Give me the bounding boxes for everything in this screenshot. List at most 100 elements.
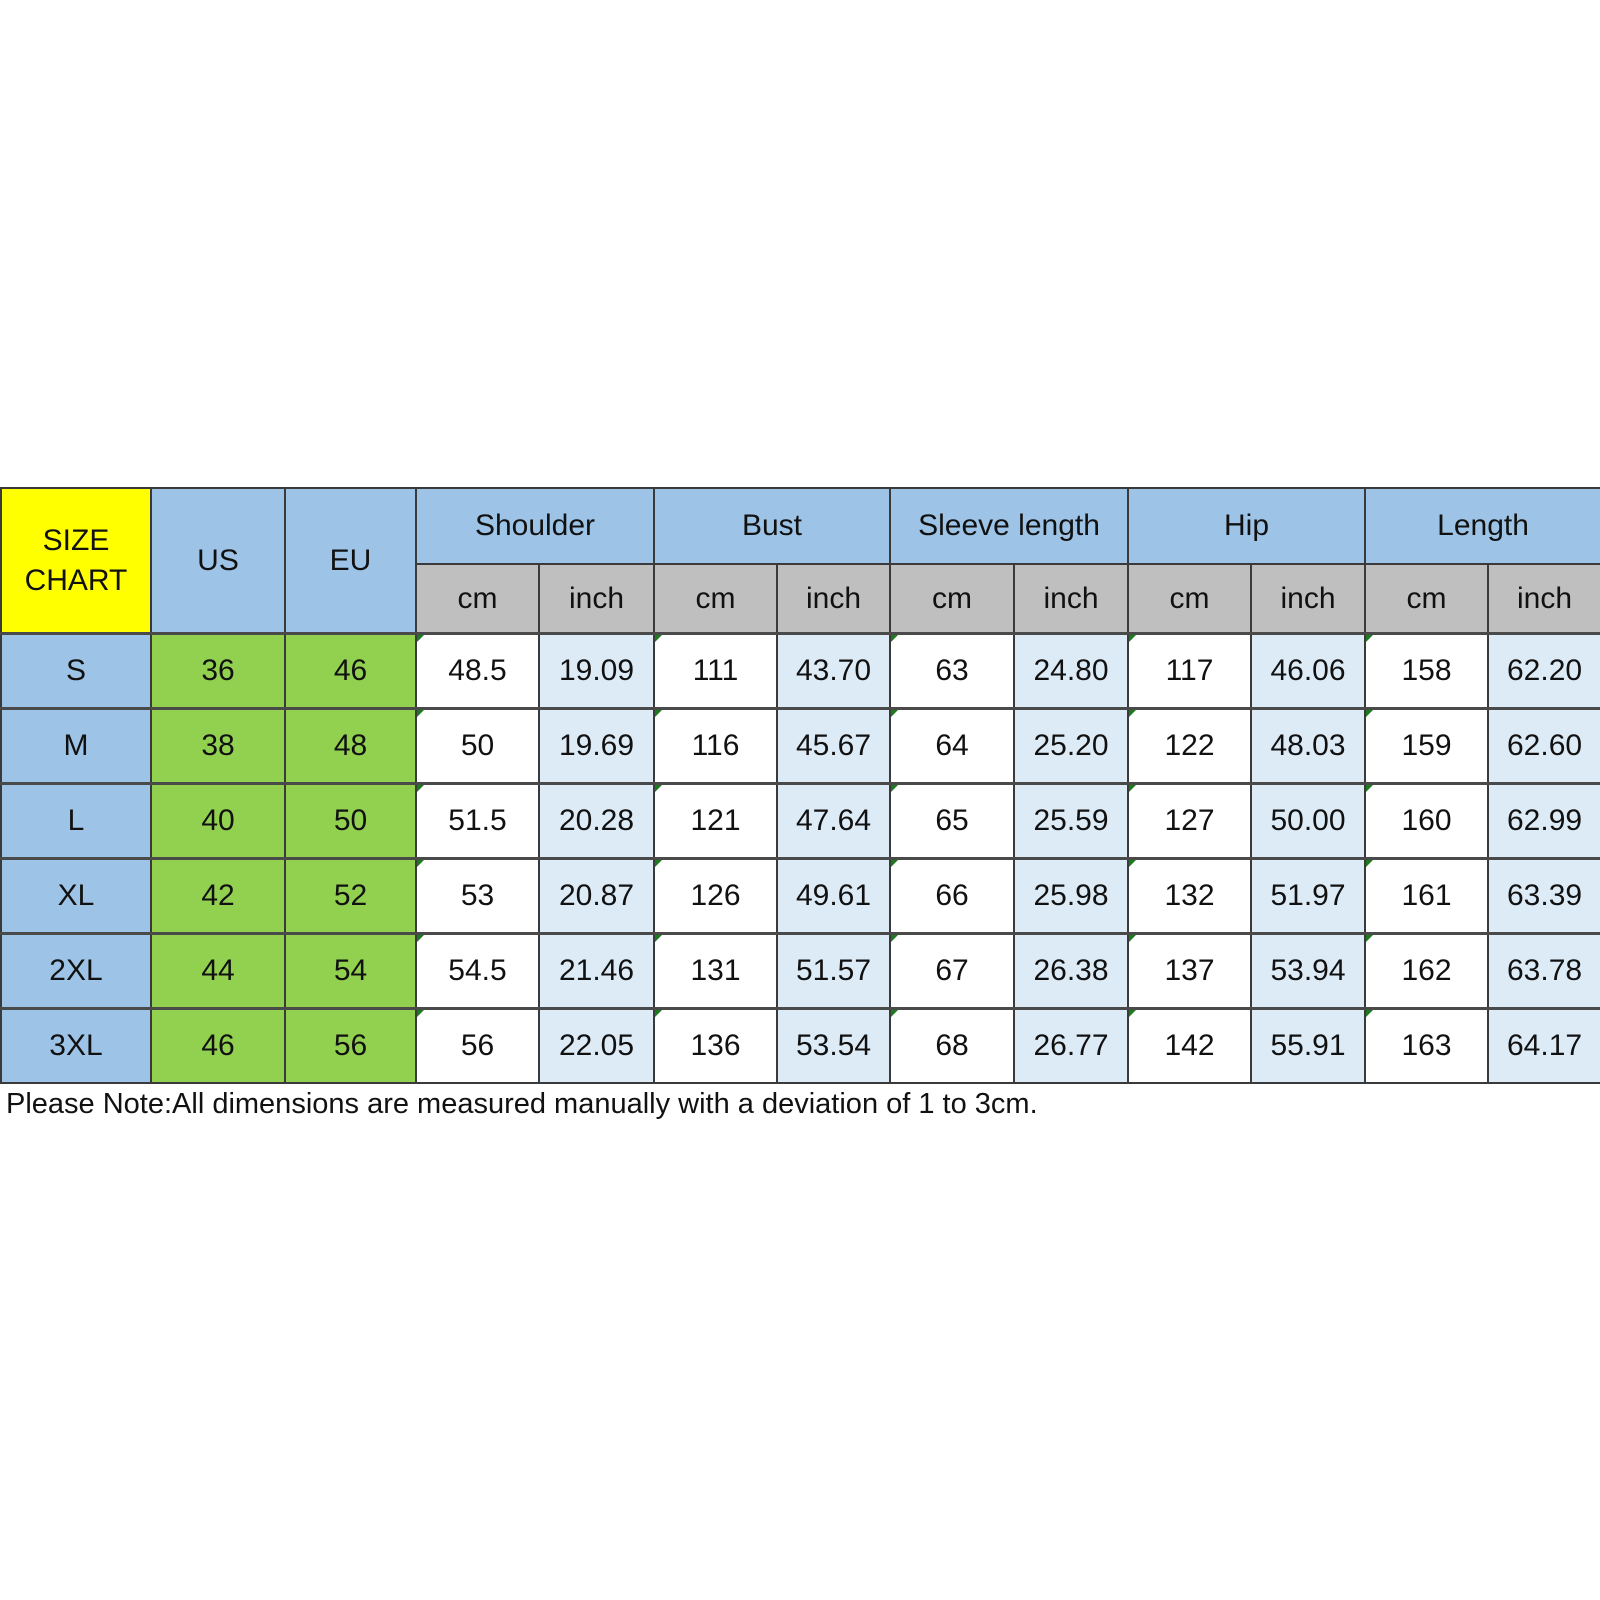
cm-value-cell: 111 [653, 632, 778, 710]
inch-value-cell: 49.61 [776, 857, 891, 935]
inch-value-cell: 62.20 [1487, 632, 1600, 710]
inch-value-cell: 46.06 [1249, 632, 1367, 710]
table-row: M 38 48 50 19.69 116 45.67 64 25.20 122 48.03 159 62… [0, 707, 1600, 785]
eu-size-cell: 56 [284, 1007, 417, 1084]
us-size-cell: 38 [150, 707, 286, 785]
table-row: L 40 50 51.5 20.28 121 47.64 65 25.59 127 50.00 160… [0, 782, 1600, 860]
eu-size-cell: 52 [284, 857, 417, 935]
eu-size-cell: 48 [284, 707, 417, 785]
measurement-note: Please Note:All dimensions are measured … [6, 1088, 1038, 1120]
cm-value-cell: 137 [1127, 932, 1252, 1010]
cm-value-cell: 51.5 [415, 782, 540, 860]
size-cell: L [0, 782, 152, 860]
eu-size-cell: 50 [284, 782, 417, 860]
inch-value-cell: 26.77 [1013, 1007, 1129, 1084]
us-size-cell: 40 [150, 782, 286, 860]
cm-value-cell: 48.5 [415, 632, 540, 710]
cm-value-cell: 158 [1364, 632, 1490, 710]
size-chart-corner: SIZE CHART [0, 487, 152, 635]
cm-value-cell: 56 [415, 1007, 540, 1084]
cm-value-cell: 54.5 [415, 932, 540, 1010]
inch-value-cell: 63.78 [1487, 932, 1600, 1010]
inch-value-cell: 51.97 [1249, 857, 1367, 935]
size-cell: 3XL [0, 1007, 152, 1084]
inch-value-cell: 19.69 [538, 707, 655, 785]
inch-value-cell: 62.99 [1487, 782, 1600, 860]
cm-value-cell: 142 [1127, 1007, 1252, 1084]
inch-value-cell: 25.59 [1013, 782, 1129, 860]
cm-value-cell: 160 [1364, 782, 1490, 860]
cm-value-cell: 162 [1364, 932, 1490, 1010]
size-cell: S [0, 632, 152, 710]
header-hip: Hip [1126, 487, 1367, 565]
inch-value-cell: 63.39 [1487, 857, 1600, 935]
unit-header-inch: inch [1013, 563, 1129, 635]
eu-size-cell: 46 [284, 632, 417, 710]
inch-value-cell: 20.87 [538, 857, 655, 935]
size-chart-table: SIZE CHART US EU Shoulder Bust Sleeve le… [0, 487, 1600, 1084]
cm-value-cell: 63 [889, 632, 1015, 710]
inch-value-cell: 53.94 [1249, 932, 1367, 1010]
unit-header-cm: cm [415, 563, 540, 635]
corner-line-2: CHART [24, 563, 128, 597]
inch-value-cell: 51.57 [776, 932, 891, 1010]
header-us: US [150, 487, 286, 635]
inch-value-cell: 25.20 [1013, 707, 1129, 785]
table-row: 2XL 44 54 54.5 21.46 131 51.57 67 26.38 137 53.94 1… [0, 932, 1600, 1010]
cm-value-cell: 64 [889, 707, 1015, 785]
size-cell: M [0, 707, 152, 785]
size-cell: 2XL [0, 932, 152, 1010]
size-cell: XL [0, 857, 152, 935]
inch-value-cell: 45.67 [776, 707, 891, 785]
inch-value-cell: 64.17 [1487, 1007, 1600, 1084]
us-size-cell: 36 [150, 632, 286, 710]
inch-value-cell: 26.38 [1013, 932, 1129, 1010]
inch-value-cell: 22.05 [538, 1007, 655, 1084]
us-size-cell: 44 [150, 932, 286, 1010]
header-length: Length [1364, 487, 1600, 565]
cm-value-cell: 127 [1127, 782, 1252, 860]
cm-value-cell: 159 [1364, 707, 1490, 785]
cm-value-cell: 65 [889, 782, 1015, 860]
inch-value-cell: 19.09 [538, 632, 655, 710]
header-eu: EU [284, 487, 417, 635]
cm-value-cell: 136 [653, 1007, 778, 1084]
us-size-cell: 46 [150, 1007, 286, 1084]
cm-value-cell: 161 [1364, 857, 1490, 935]
cm-value-cell: 53 [415, 857, 540, 935]
header-bust: Bust [653, 487, 891, 565]
cm-value-cell: 117 [1127, 632, 1252, 710]
corner-line-1: SIZE [42, 523, 110, 557]
cm-value-cell: 126 [653, 857, 778, 935]
cm-value-cell: 131 [653, 932, 778, 1010]
cm-value-cell: 163 [1364, 1007, 1490, 1084]
inch-value-cell: 62.60 [1487, 707, 1600, 785]
unit-header-cm: cm [1127, 563, 1252, 635]
cm-value-cell: 122 [1127, 707, 1252, 785]
cm-value-cell: 68 [889, 1007, 1015, 1084]
unit-header-cm: cm [653, 563, 778, 635]
cm-value-cell: 132 [1127, 857, 1252, 935]
eu-size-cell: 54 [284, 932, 417, 1010]
inch-value-cell: 24.80 [1013, 632, 1129, 710]
unit-header-inch: inch [538, 563, 655, 635]
inch-value-cell: 21.46 [538, 932, 655, 1010]
unit-header-cm: cm [1364, 563, 1490, 635]
cm-value-cell: 50 [415, 707, 540, 785]
unit-header-cm: cm [889, 563, 1015, 635]
inch-value-cell: 48.03 [1249, 707, 1367, 785]
header-shoulder: Shoulder [415, 487, 655, 565]
inch-value-cell: 47.64 [776, 782, 891, 860]
inch-value-cell: 43.70 [776, 632, 891, 710]
table-row: S 36 46 48.5 19.09 111 43.70 63 24.80 117 46.06 158… [0, 632, 1600, 710]
inch-value-cell: 25.98 [1013, 857, 1129, 935]
inch-value-cell: 53.54 [776, 1007, 891, 1084]
header-row-units: cm inch cm inch cm inch cm inch cm inch [1, 563, 1600, 635]
cm-value-cell: 67 [889, 932, 1015, 1010]
cm-value-cell: 121 [653, 782, 778, 860]
cm-value-cell: 66 [889, 857, 1015, 935]
us-size-cell: 42 [150, 857, 286, 935]
inch-value-cell: 50.00 [1249, 782, 1367, 860]
unit-header-inch: inch [1249, 563, 1367, 635]
inch-value-cell: 55.91 [1249, 1007, 1367, 1084]
